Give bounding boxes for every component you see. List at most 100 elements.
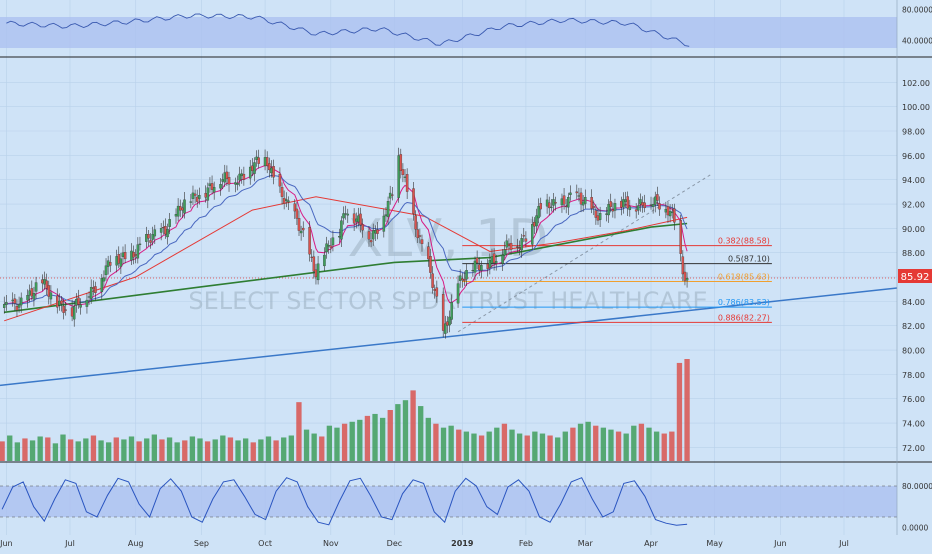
candle-body — [178, 206, 182, 211]
candle-body — [668, 211, 672, 217]
candle-body — [624, 199, 627, 202]
rsi-tick-label: 80.0000 — [902, 5, 932, 14]
candle-body — [503, 249, 506, 256]
candle-body — [49, 292, 53, 300]
volume-bar — [646, 427, 652, 461]
candle-body — [531, 224, 534, 245]
candle-body — [329, 245, 333, 248]
candle-body — [189, 201, 193, 203]
candle-body — [562, 195, 566, 205]
rsi-band — [0, 17, 897, 48]
candle-body — [41, 279, 44, 284]
price-tick-label: 96.00 — [902, 152, 925, 161]
candle-body — [473, 260, 477, 273]
volume-bar — [166, 437, 173, 461]
time-tick-label: Apr — [644, 539, 659, 548]
volume-bar — [334, 427, 340, 461]
candle-body — [683, 271, 687, 281]
candle-body — [458, 275, 462, 281]
candle-body — [361, 224, 364, 231]
volume-bar — [357, 419, 363, 461]
candle-body — [301, 227, 305, 231]
candle-body — [522, 235, 526, 237]
volume-bar — [425, 417, 431, 461]
candle-body — [609, 201, 612, 208]
volume-bar — [684, 359, 690, 461]
candle-body — [134, 254, 137, 256]
volume-bar — [83, 438, 89, 461]
candle-body — [60, 300, 63, 304]
sma-long-line — [4, 222, 688, 314]
candle-body — [56, 295, 59, 308]
price-tick-label: 74.00 — [902, 420, 925, 429]
candle-body — [399, 154, 403, 171]
fib-level-label: 0.618(85.63) — [718, 273, 770, 282]
candle-body — [550, 206, 553, 208]
trend-lines — [0, 174, 898, 387]
candle-body — [471, 269, 475, 272]
candle-body — [100, 278, 104, 293]
candle-body — [516, 246, 519, 248]
volume-bar — [67, 439, 74, 461]
volume-bar — [402, 400, 409, 461]
candle-body — [681, 256, 685, 275]
fib-level-label: 0.382(88.58) — [718, 237, 770, 246]
candle-body — [174, 214, 178, 217]
volume-bar — [60, 434, 66, 461]
candles[interactable] — [2, 147, 689, 339]
candle-body — [592, 206, 596, 208]
volume-bar — [319, 436, 325, 461]
volume-bar — [242, 438, 249, 461]
price-tick-label: 102.00 — [902, 79, 930, 88]
candle-body — [119, 258, 123, 267]
price-tick-label: 100.00 — [902, 103, 930, 112]
candle-body — [109, 262, 112, 266]
volume-bar — [0, 441, 5, 461]
volume-bar — [265, 436, 272, 461]
candle-body — [371, 230, 375, 240]
volume-bar — [486, 431, 492, 461]
candle-body — [594, 210, 598, 218]
candle-body — [518, 247, 521, 249]
volume-bar — [532, 431, 538, 461]
volume-bar — [577, 423, 584, 461]
volume-bar — [585, 421, 591, 461]
time-tick-label: Aug — [128, 539, 144, 548]
candle-body — [210, 183, 214, 190]
candle-body — [584, 197, 587, 204]
candle-body — [634, 209, 638, 212]
candle-body — [620, 200, 623, 208]
candle-body — [268, 163, 271, 171]
candle-body — [164, 226, 167, 235]
volume-bar — [478, 435, 485, 461]
candle-body — [293, 203, 297, 212]
volume-bar — [29, 440, 36, 461]
candle-body — [181, 207, 184, 211]
x-axis[interactable]: Jun Jul Aug Sep Oct Nov Dec 2019 Feb Mar Apr May Jun… — [0, 539, 849, 548]
candle-body — [342, 213, 345, 219]
y-axis[interactable]: 102.00 100.00 98.00 96.00 94.00 92.00 90.00 88.… — [902, 5, 932, 532]
candle-body — [70, 307, 74, 317]
time-tick-label: Oct — [258, 539, 272, 548]
candle-body — [427, 246, 430, 260]
candle-body — [465, 270, 468, 280]
volume-bar — [250, 442, 256, 461]
candle-body — [316, 263, 320, 281]
candle-body — [382, 215, 386, 232]
candle-body — [106, 260, 110, 267]
candle-body — [590, 197, 593, 209]
candle-body — [391, 194, 394, 196]
volume-bar — [539, 433, 546, 461]
volume-bar — [144, 438, 150, 461]
volume-bar — [562, 431, 568, 461]
volume-bar — [235, 440, 241, 461]
price-tick-label: 90.00 — [902, 225, 925, 234]
volume-bar — [516, 433, 523, 461]
candle-body — [505, 240, 509, 248]
candle-body — [242, 173, 246, 180]
candle-body — [420, 239, 424, 245]
candle-body — [486, 263, 489, 269]
candle-body — [507, 243, 511, 245]
